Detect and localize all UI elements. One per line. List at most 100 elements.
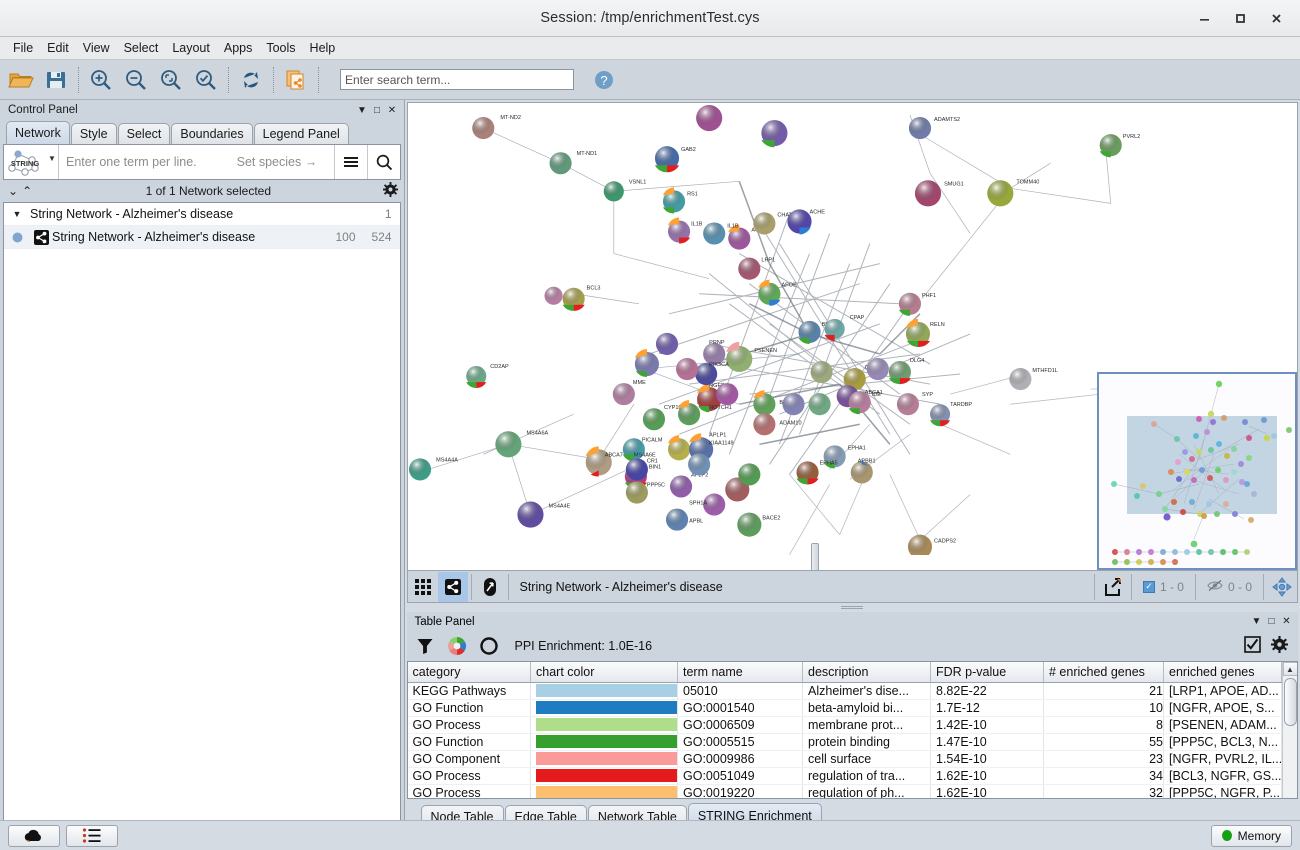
enrichment-table[interactable]: category chart color term name descripti…	[407, 662, 1282, 798]
search-input[interactable]: Enter search term...	[340, 69, 574, 90]
tab-select[interactable]: Select	[117, 123, 171, 144]
export-network-icon[interactable]	[279, 63, 313, 97]
cell-description: regulation of tra...	[802, 767, 931, 785]
help-icon[interactable]: ?	[587, 63, 621, 97]
cell-term-name: 05010	[677, 682, 803, 700]
column-header-description[interactable]: description	[802, 662, 931, 683]
hamburger-icon[interactable]	[333, 145, 367, 179]
tree-expand-arrow-icon[interactable]: ▼	[12, 209, 22, 219]
collapse-all-icon[interactable]: ⌄	[8, 184, 19, 198]
string-species-dropdown-icon[interactable]: ▼	[48, 153, 56, 163]
table-row[interactable]: GO Process GO:0051049 regulation of tra...…	[407, 767, 1282, 785]
grid-layout-icon[interactable]	[408, 572, 438, 602]
checkbox-checked-icon[interactable]	[1244, 636, 1261, 656]
table-row[interactable]: GO Function GO:0001540 beta-amyloid bi... 1…	[407, 699, 1282, 717]
gear-icon[interactable]	[382, 182, 398, 200]
menu-apps[interactable]: Apps	[223, 41, 253, 55]
memory-status-button[interactable]: Memory	[1210, 824, 1292, 847]
close-panel-icon[interactable]: ✕	[1282, 616, 1291, 627]
tab-network[interactable]: Network	[6, 121, 70, 144]
column-header-category[interactable]: category	[407, 662, 531, 683]
string-network-icon[interactable]	[437, 571, 468, 602]
tab-legend-panel[interactable]: Legend Panel	[253, 123, 349, 144]
annotation-icon[interactable]	[475, 572, 505, 602]
menu-select[interactable]: Select	[123, 41, 159, 55]
svg-text:SPH1A: SPH1A	[689, 501, 707, 507]
menu-file[interactable]: File	[13, 41, 34, 55]
network-tree-root[interactable]: ▼ String Network - Alzheimer's disease 1	[4, 203, 400, 226]
menu-bar: File Edit View Select Layout Apps Tools …	[0, 37, 1300, 60]
menu-layout[interactable]: Layout	[172, 41, 210, 55]
checkbox-checked-icon: ✓	[1142, 580, 1155, 593]
gear-icon[interactable]	[1271, 636, 1288, 656]
menu-edit[interactable]: Edit	[47, 41, 69, 55]
column-header-chart-color[interactable]: chart color	[530, 662, 678, 683]
minimap-canvas[interactable]	[1099, 374, 1295, 568]
tab-style[interactable]: Style	[70, 123, 117, 144]
table-row[interactable]: GO Component GO:0009986 cell surface 1.54E-…	[407, 750, 1282, 768]
float-panel-icon[interactable]: □	[373, 104, 381, 116]
network-canvas[interactable]: MT-ND2 MT-ND1 VSNL1 CD2AP MS4A4A MS4A6A …	[408, 103, 1297, 555]
menu-help[interactable]: Help	[309, 41, 336, 55]
tab-boundaries[interactable]: Boundaries	[171, 123, 253, 144]
network-view[interactable]: MT-ND2 MT-ND1 VSNL1 CD2AP MS4A4A MS4A6A …	[406, 102, 1298, 571]
filter-icon[interactable]	[413, 634, 437, 658]
task-list-icon[interactable]	[66, 824, 118, 847]
title-bar: Session: /tmp/enrichmentTest.cys	[0, 0, 1300, 37]
string-logo-icon[interactable]: STRING	[4, 145, 46, 179]
table-row[interactable]: GO Process GO:0019220 regulation of ph... 1…	[407, 784, 1282, 798]
scroll-thumb[interactable]	[1283, 678, 1297, 726]
chart-color-swatch	[536, 701, 677, 714]
selected-node-count[interactable]: ✓ 1 - 0	[1135, 580, 1192, 594]
network-footer-right: ✓ 1 - 0 0 - 0	[1091, 571, 1297, 602]
network-tree-item[interactable]: String Network - Alzheimer's disease 100…	[4, 226, 400, 249]
float-panel-icon[interactable]: □	[1268, 616, 1275, 627]
pan-icon[interactable]	[1267, 572, 1297, 602]
hidden-node-count[interactable]: 0 - 0	[1199, 579, 1260, 595]
zoom-out-icon[interactable]	[119, 63, 153, 97]
cloud-icon[interactable]	[8, 824, 60, 847]
horizontal-splitter[interactable]	[404, 603, 1300, 612]
svg-text:ADAMTS2: ADAMTS2	[934, 117, 960, 123]
svg-text:LRP1: LRP1	[761, 258, 775, 264]
chevron-down-icon[interactable]: ▼	[357, 104, 367, 116]
donut-chart-icon[interactable]	[477, 634, 501, 658]
column-header-enriched-gene-count[interactable]: # enriched genes	[1043, 662, 1164, 683]
open-folder-icon[interactable]	[4, 63, 38, 97]
main-toolbar: Enter search term... ?	[0, 60, 1300, 100]
zoom-in-icon[interactable]	[84, 63, 118, 97]
column-header-fdr-pvalue[interactable]: FDR p-value	[930, 662, 1044, 683]
set-species-link[interactable]: Set species →	[236, 155, 318, 169]
string-query-input[interactable]: Enter one term per line. Set species →	[58, 145, 334, 179]
table-row[interactable]: GO Process GO:0006509 membrane prot... 1.42…	[407, 716, 1282, 734]
export-image-icon[interactable]	[1098, 572, 1128, 602]
save-icon[interactable]	[39, 63, 73, 97]
close-button[interactable]	[1258, 4, 1294, 34]
svg-text:DLG4: DLG4	[909, 358, 923, 364]
maximize-button[interactable]	[1222, 4, 1258, 34]
network-minimap[interactable]	[1097, 372, 1297, 570]
zoom-fit-selected-icon[interactable]	[154, 63, 188, 97]
toolbar-separator-4	[318, 66, 319, 93]
scroll-up-arrow[interactable]: ▲	[1282, 662, 1297, 676]
network-panel-divider-handle[interactable]	[810, 543, 819, 570]
menu-tools[interactable]: Tools	[266, 41, 296, 55]
string-search-bar: STRING ▼ Enter one term per line. Set sp…	[3, 144, 401, 180]
close-panel-icon[interactable]: ✕	[387, 104, 397, 116]
refresh-icon[interactable]	[234, 63, 268, 97]
column-header-term-name[interactable]: term name	[677, 662, 803, 683]
color-wheel-icon[interactable]	[445, 634, 469, 658]
table-row[interactable]: KEGG Pathways 05010 Alzheimer's dise... 8.8…	[407, 682, 1282, 700]
zoom-fit-network-icon[interactable]	[189, 63, 223, 97]
menu-view[interactable]: View	[82, 41, 110, 55]
expand-all-icon[interactable]: ⌃	[22, 184, 33, 198]
column-header-enriched-genes[interactable]: enriched genes	[1163, 662, 1282, 683]
cell-enriched-gene-count: 55	[1043, 733, 1164, 751]
chevron-down-icon[interactable]: ▼	[1251, 616, 1262, 627]
cell-chart-color	[530, 682, 678, 700]
search-icon[interactable]	[366, 145, 400, 179]
minimize-button[interactable]	[1186, 4, 1222, 34]
svg-text:CHAT: CHAT	[777, 212, 792, 218]
table-vertical-scrollbar[interactable]: ▲	[1282, 662, 1297, 798]
table-row[interactable]: GO Function GO:0005515 protein binding 1.47…	[407, 733, 1282, 751]
